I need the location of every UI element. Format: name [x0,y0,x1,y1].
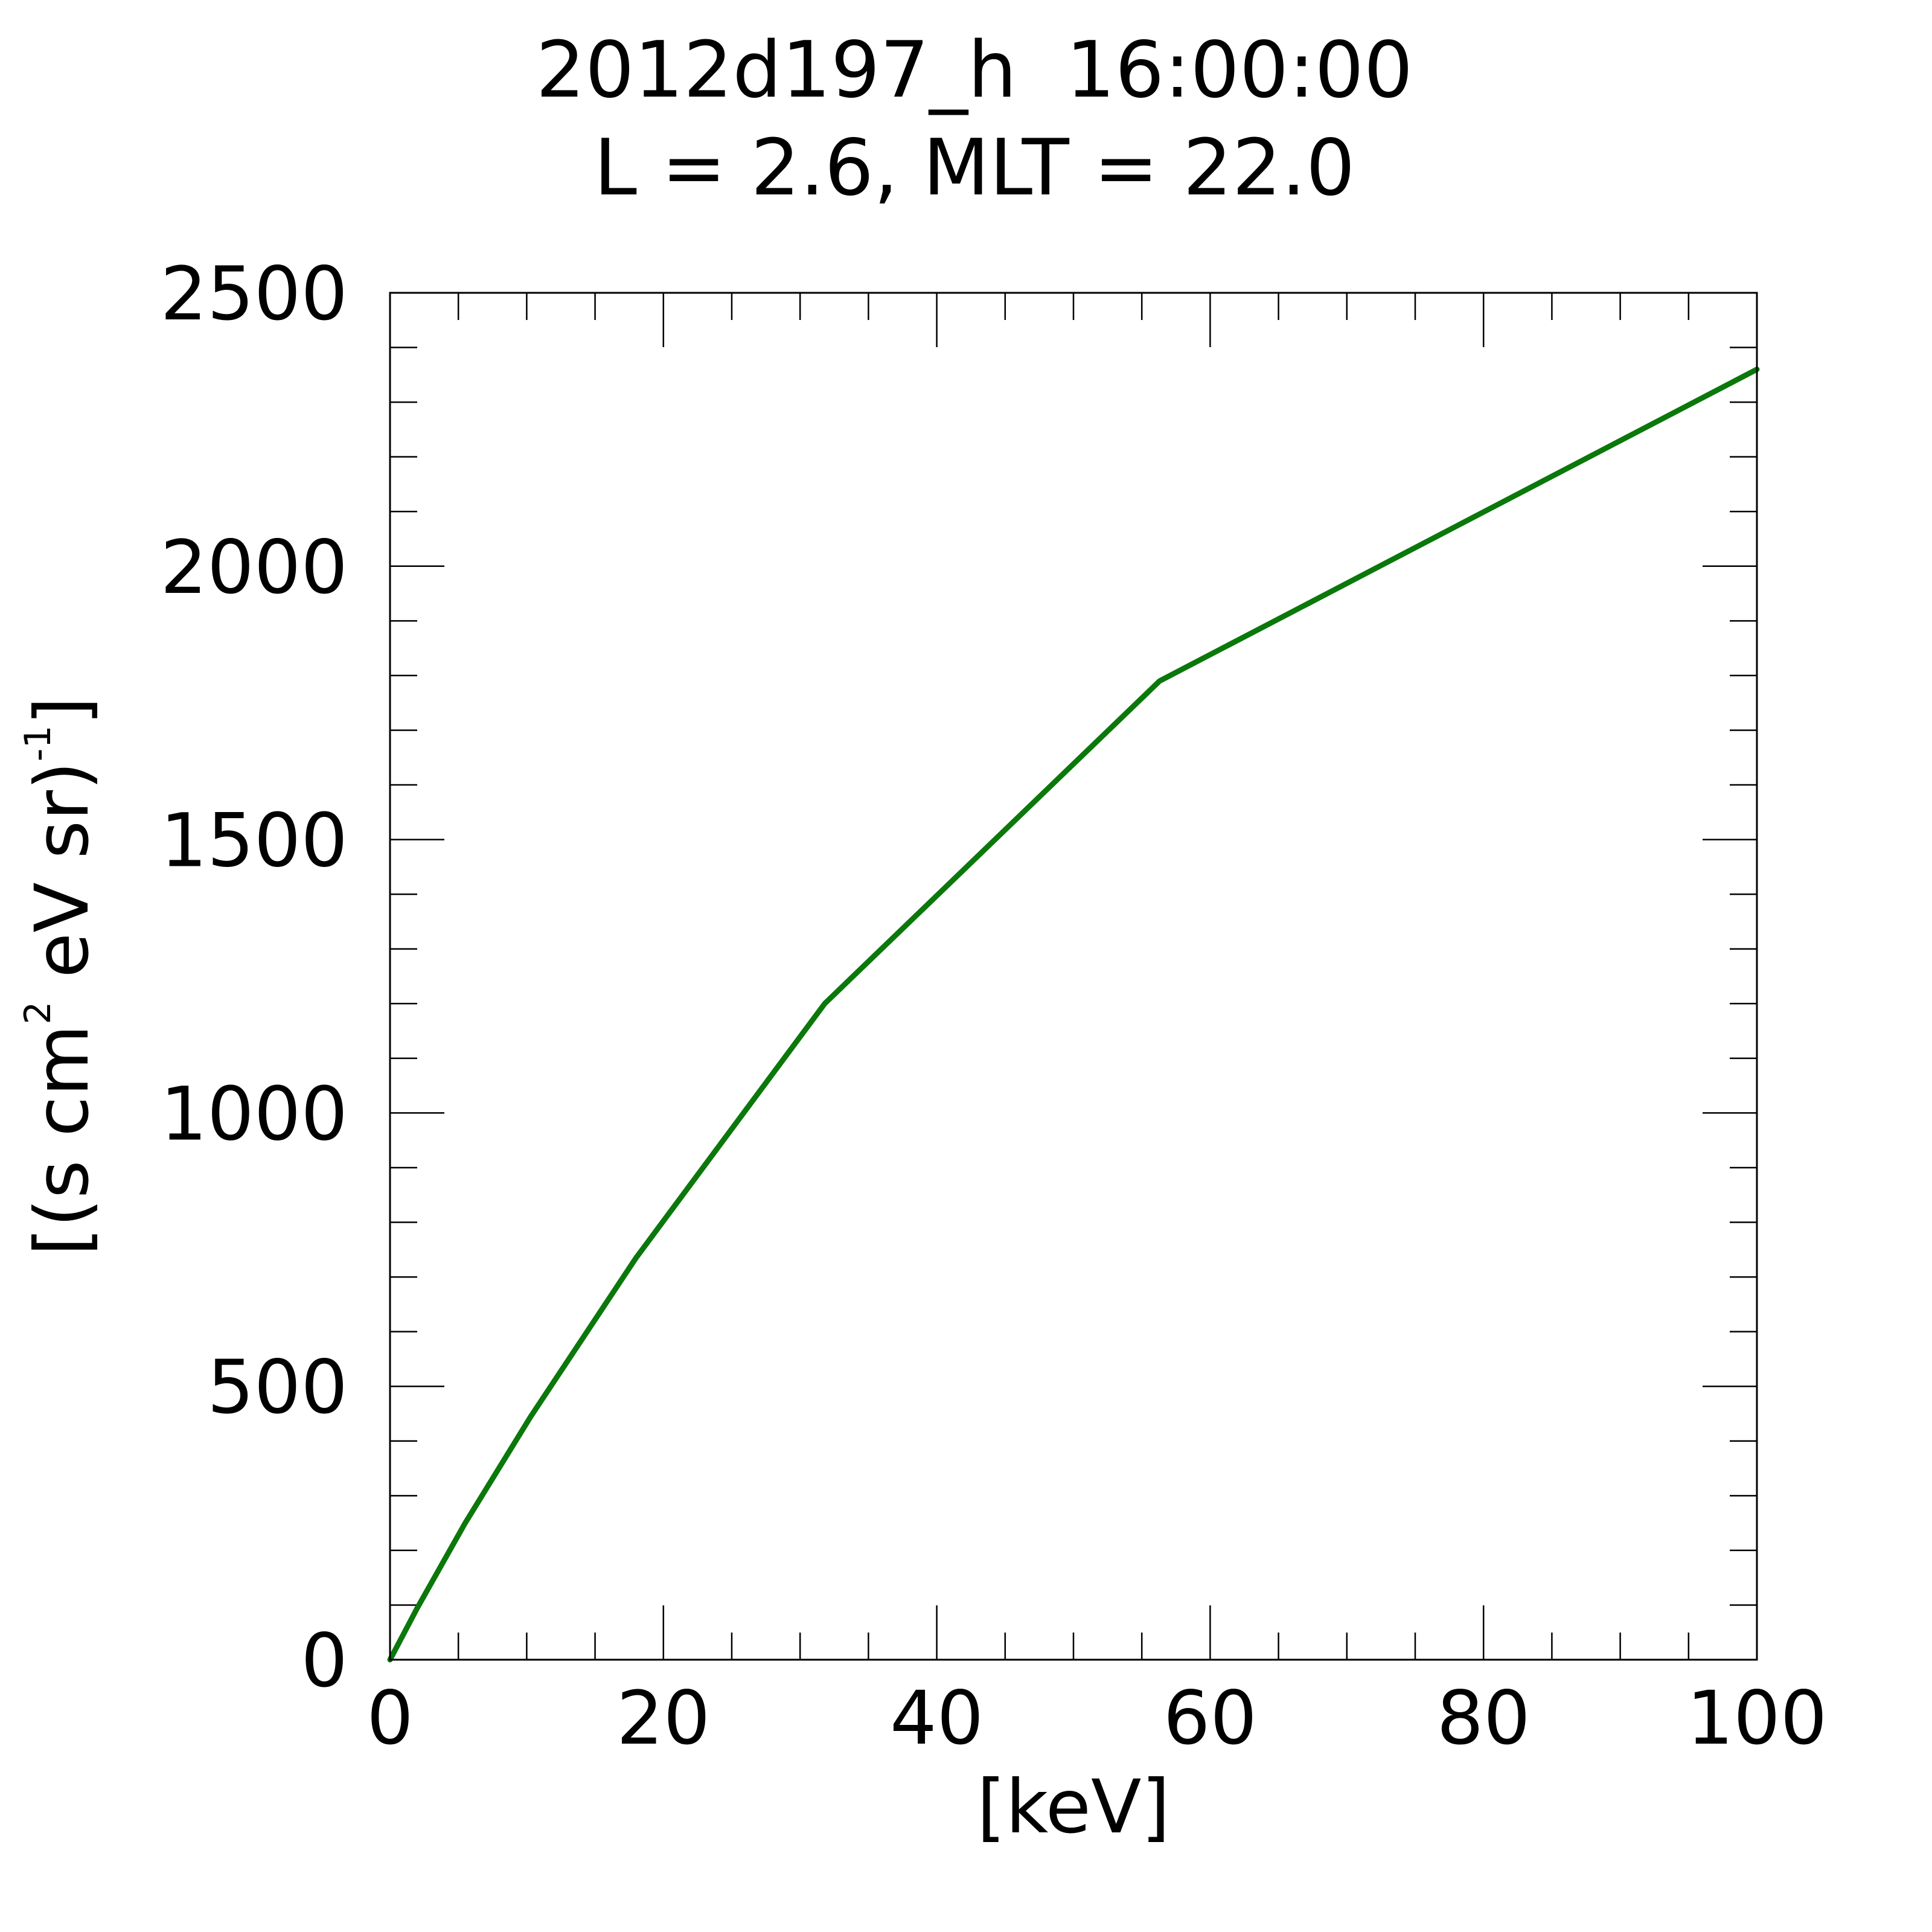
y-tick-label: 0 [301,1618,348,1704]
axis-ticks [389,292,1758,1661]
y-axis-label-middle: eV sr) [19,761,105,1001]
y-tick-labels: 0 500 1000 1500 2000 2500 [161,251,348,1704]
x-tick-label: 20 [616,1675,710,1761]
plot-frame [389,292,1758,1661]
y-axis-label-exponent-2: 2 [17,1002,59,1025]
x-tick-label: 100 [1687,1675,1828,1761]
x-tick-label: 80 [1437,1675,1531,1761]
x-tick-labels: 0 20 40 60 80 100 [366,1675,1827,1761]
y-tick-label: 500 [207,1345,348,1430]
data-series-line [387,366,1760,1663]
x-axis-label: [keV] [977,1764,1170,1850]
y-axis-label-suffix: ] [19,697,105,726]
y-tick-label: 2500 [161,251,348,337]
y-tick-label: 1500 [161,798,348,884]
y-axis-label-prefix: [(s cm [19,1025,105,1256]
series-layer [387,366,1760,1663]
y-tick-label: 1000 [161,1071,348,1157]
y-tick-label: 2000 [161,525,348,610]
x-tick-label: 40 [890,1675,984,1761]
chart-title: 2012d197_h 16:00:00 [536,25,1413,115]
chart-subtitle: L = 2.6, MLT = 22.0 [594,123,1355,213]
x-tick-label: 60 [1163,1675,1257,1761]
y-axis-label: [(s cm2 eV sr)-1] [17,697,105,1256]
y-axis-label-exponent-minus-1: -1 [17,725,59,761]
x-tick-label: 0 [366,1675,414,1761]
